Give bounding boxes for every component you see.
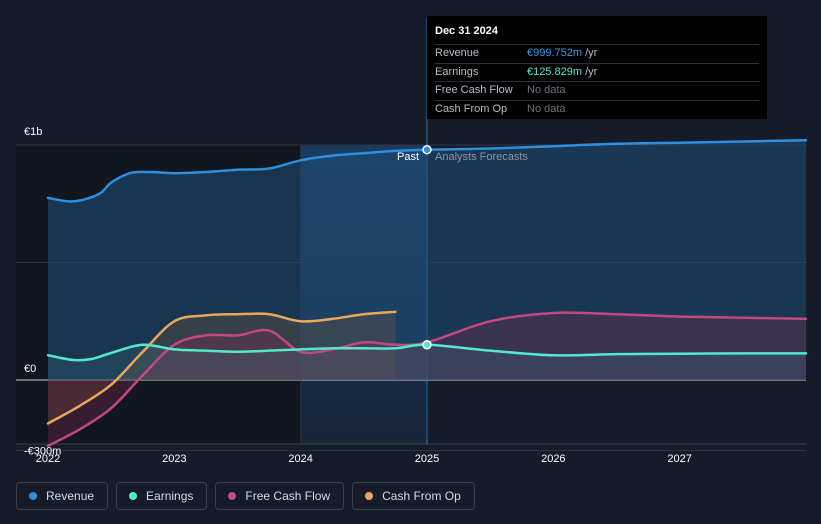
legend-label: Free Cash Flow	[245, 489, 331, 503]
tooltip-label: Revenue	[435, 47, 480, 59]
tooltip-label: Free Cash Flow	[435, 84, 513, 96]
line-earnings	[46, 343, 808, 362]
tooltip-row-cash-from-op: Cash From Op No data	[435, 99, 759, 119]
tooltip-label: Earnings	[435, 65, 479, 78]
tooltip-label: Cash From Op	[435, 102, 508, 115]
marker-revenue	[422, 144, 432, 155]
line-revenue	[46, 139, 808, 203]
tooltip-value: €999.752m	[527, 47, 583, 59]
tooltip-unit: /yr	[582, 47, 598, 59]
tooltip-row-earnings: Earnings €125.829m /yr	[435, 62, 759, 82]
legend-label: Earnings	[146, 489, 194, 503]
legend-dot-icon	[228, 492, 237, 500]
area-revenue	[48, 140, 806, 380]
area-cash-from-op	[48, 311, 396, 424]
marker-earnings	[422, 340, 432, 350]
x-tick-label: 2027	[667, 453, 691, 465]
y-tick-label: €1b	[24, 126, 42, 138]
forecast-label: Analysts Forecasts	[435, 151, 528, 163]
legend-label: Revenue	[46, 489, 95, 503]
legend-dot-icon	[129, 492, 138, 500]
tooltip-unit: /yr	[582, 65, 598, 78]
legend-label: Cash From Op	[382, 489, 461, 503]
tooltip-row-revenue: Revenue €999.752m /yr	[435, 44, 759, 63]
legend: Revenue Earnings Free Cash Flow Cash Fro…	[16, 482, 475, 510]
x-tick-label: 2024	[288, 453, 312, 465]
y-tick-label: €0	[24, 363, 36, 375]
legend-item-cash-from-op[interactable]: Cash From Op	[352, 482, 475, 510]
legend-item-free-cash-flow[interactable]: Free Cash Flow	[215, 482, 345, 510]
x-tick-label: 2022	[36, 453, 60, 465]
tooltip-value: No data	[527, 102, 566, 115]
tooltip-row-free-cash-flow: Free Cash Flow No data	[435, 81, 759, 100]
legend-dot-icon	[365, 492, 374, 500]
area-earnings	[48, 344, 806, 380]
x-tick-label: 2023	[162, 453, 186, 465]
tooltip-value: €125.829m	[527, 65, 583, 78]
area-free-cash-flow	[48, 312, 806, 446]
y-tick-label: -€300m	[24, 446, 61, 458]
tooltip-panel: Dec 31 2024 Revenue €999.752m /yr Earnin…	[427, 16, 767, 119]
line-cash-from-op	[46, 310, 397, 425]
tooltip-value: No data	[527, 84, 566, 96]
tooltip-date: Dec 31 2024	[435, 25, 498, 37]
x-tick-label: 2025	[415, 453, 439, 465]
legend-dot-icon	[29, 492, 37, 500]
legend-item-earnings[interactable]: Earnings	[116, 482, 208, 510]
x-tick-label: 2026	[541, 453, 565, 465]
legend-item-revenue[interactable]: Revenue	[16, 482, 109, 510]
past-label: Past	[397, 151, 419, 163]
